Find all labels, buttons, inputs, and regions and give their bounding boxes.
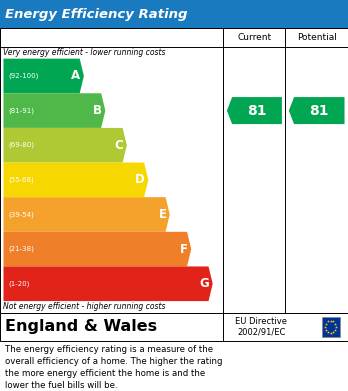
Text: D: D bbox=[135, 173, 145, 187]
Bar bbox=[0, 28, 348, 313]
Text: E: E bbox=[158, 208, 166, 221]
Bar bbox=[0, 313, 348, 341]
Text: 81: 81 bbox=[309, 104, 329, 118]
Polygon shape bbox=[3, 128, 127, 163]
Polygon shape bbox=[3, 266, 213, 301]
Text: (39-54): (39-54) bbox=[9, 211, 34, 218]
Text: (21-38): (21-38) bbox=[9, 246, 34, 252]
Text: 81: 81 bbox=[247, 104, 267, 118]
Text: (1-20): (1-20) bbox=[9, 280, 30, 287]
Text: Very energy efficient - lower running costs: Very energy efficient - lower running co… bbox=[3, 48, 166, 57]
Polygon shape bbox=[3, 59, 84, 93]
Bar bbox=[322, 317, 340, 337]
Polygon shape bbox=[3, 93, 105, 128]
Text: A: A bbox=[71, 70, 80, 83]
Polygon shape bbox=[3, 163, 148, 197]
Bar bbox=[0, 0, 348, 28]
Text: EU Directive
2002/91/EC: EU Directive 2002/91/EC bbox=[235, 317, 287, 337]
Polygon shape bbox=[289, 97, 345, 124]
Text: (81-91): (81-91) bbox=[9, 108, 35, 114]
Polygon shape bbox=[3, 197, 170, 232]
Text: Energy Efficiency Rating: Energy Efficiency Rating bbox=[5, 7, 188, 21]
Text: F: F bbox=[180, 243, 188, 256]
Polygon shape bbox=[3, 232, 191, 266]
Polygon shape bbox=[227, 97, 282, 124]
Text: G: G bbox=[200, 277, 209, 290]
Text: Current: Current bbox=[237, 33, 271, 42]
Text: (55-68): (55-68) bbox=[9, 177, 34, 183]
Text: (92-100): (92-100) bbox=[9, 73, 39, 79]
Text: Not energy efficient - higher running costs: Not energy efficient - higher running co… bbox=[3, 302, 166, 311]
Text: The energy efficiency rating is a measure of the
overall efficiency of a home. T: The energy efficiency rating is a measur… bbox=[5, 345, 223, 390]
Text: (69-80): (69-80) bbox=[9, 142, 35, 149]
Text: C: C bbox=[115, 139, 124, 152]
Text: Potential: Potential bbox=[297, 33, 337, 42]
Text: England & Wales: England & Wales bbox=[5, 319, 157, 334]
Text: B: B bbox=[93, 104, 102, 117]
